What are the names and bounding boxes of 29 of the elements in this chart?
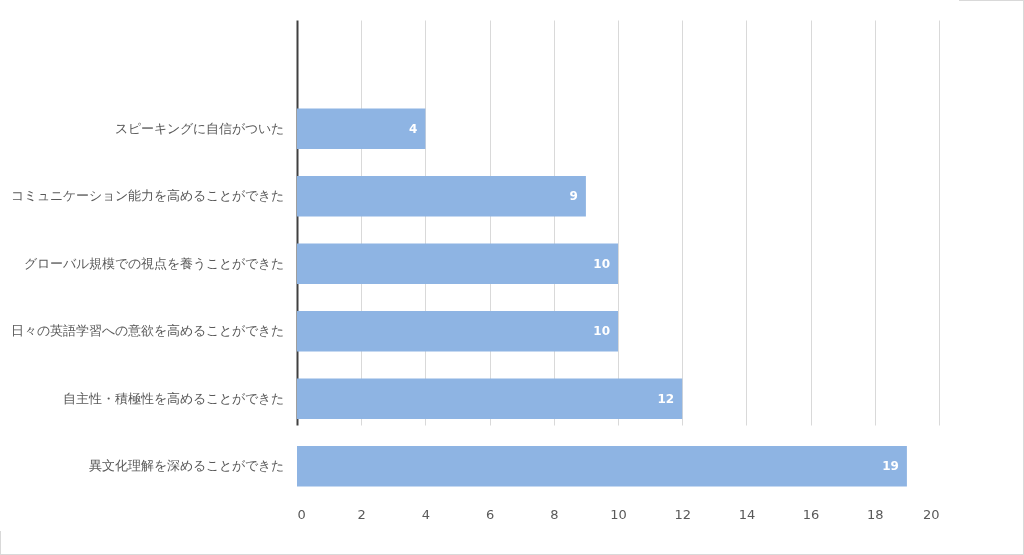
y-tick-label: スピーキングに自信がついた: [114, 120, 284, 136]
y-tick-label: 異文化理解を深めることができた: [88, 458, 284, 474]
x-tick-label: 18: [867, 506, 884, 522]
x-tick-label: 0: [297, 506, 306, 522]
bar: [297, 108, 426, 149]
x-tick-label: 10: [610, 506, 627, 522]
x-tick-label: 6: [485, 506, 495, 522]
data-label: 10: [593, 324, 610, 339]
bar: [297, 378, 683, 419]
y-tick-label: グローバル規模での視点を養うことができた: [23, 255, 284, 271]
data-label: 9: [569, 189, 578, 204]
bar: [297, 311, 618, 352]
bar: [297, 243, 618, 284]
data-label: 4: [409, 121, 418, 136]
bar: [297, 446, 907, 487]
x-tick-label: 2: [357, 506, 366, 522]
x-tick-label: 4: [421, 506, 431, 522]
y-tick-label: コミュニケーション能力を高めることができた: [10, 188, 284, 204]
data-label: 10: [593, 256, 610, 271]
x-tick-label: 20: [922, 506, 940, 522]
x-tick-label: 8: [550, 506, 559, 522]
bar: [297, 176, 586, 217]
x-tick-label: 12: [674, 506, 691, 522]
x-tick-label: 16: [802, 506, 820, 522]
y-tick-label: 自主性・積極性を高めることができた: [62, 390, 284, 406]
y-tick-label: 日々の英語学習への意欲を高めることができた: [10, 323, 284, 339]
data-label: 12: [657, 391, 675, 406]
data-label: 19: [882, 459, 899, 474]
x-tick-label: 14: [738, 506, 756, 522]
